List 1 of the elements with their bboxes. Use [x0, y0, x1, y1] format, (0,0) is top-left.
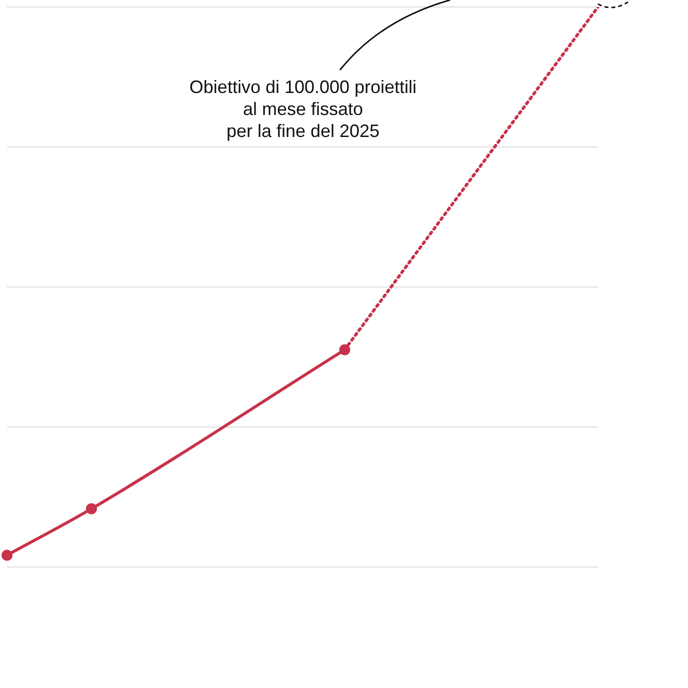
- annotation: Obiettivo di 100.000 proiettili al mese fissato per la fine del 2025: [188, 76, 418, 142]
